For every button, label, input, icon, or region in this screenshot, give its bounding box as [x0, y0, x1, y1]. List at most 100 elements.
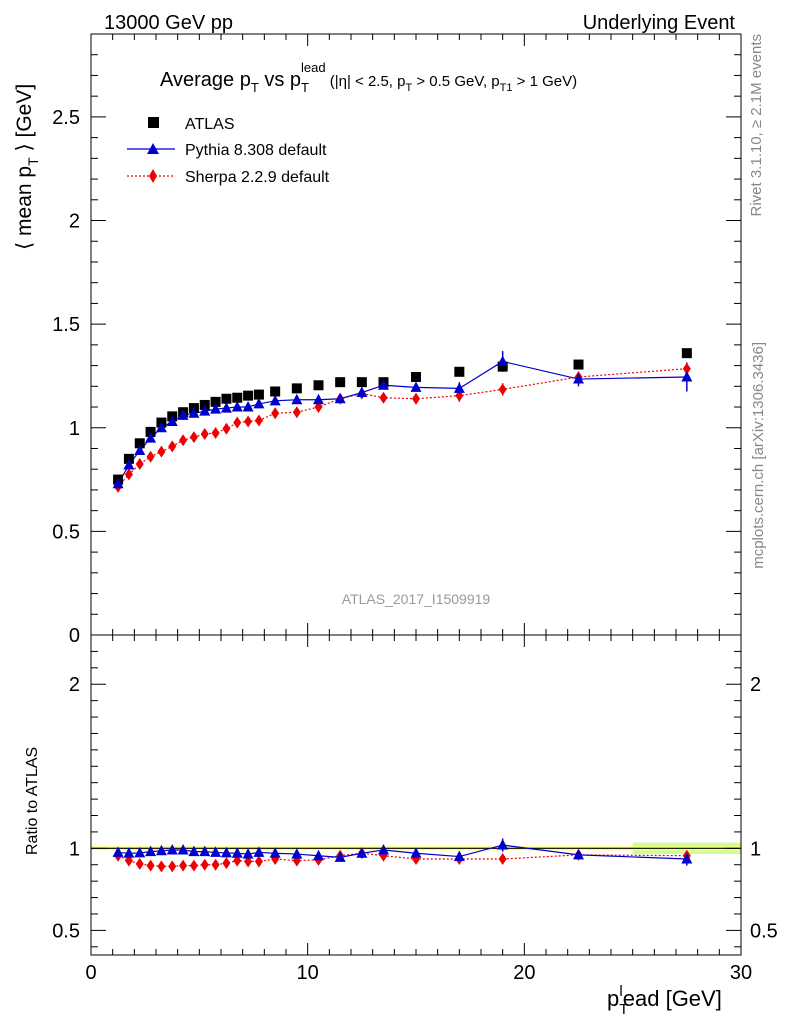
- x-tick-label: 10: [297, 962, 319, 984]
- sherpa-point: [222, 422, 231, 435]
- ratio-pythia-point: [334, 851, 346, 862]
- pythia-point: [334, 392, 346, 404]
- ratio-pythia-point: [188, 845, 200, 857]
- pythia-point: [573, 373, 584, 384]
- mcplots-info: mcplots.cern.ch [arXiv:1306.3436]: [750, 342, 767, 569]
- ratio-pythia-point: [177, 843, 189, 855]
- atlas-point: [221, 393, 232, 404]
- sherpa-point: [200, 427, 209, 440]
- x-axis-label: pTlead [GeV]: [607, 983, 722, 1018]
- ratio-y-tick-label: 0.5: [52, 920, 80, 942]
- sherpa-point: [379, 391, 388, 404]
- y-tick-label: 0.5: [52, 521, 80, 543]
- x-tick-label: 20: [513, 962, 535, 984]
- ratio-panel-frame: [90, 634, 742, 956]
- ratio-pythia-point: [242, 848, 254, 859]
- ratio-pythia-point: [199, 845, 211, 857]
- pythia-point: [220, 402, 232, 413]
- ratio-sherpa-point: [168, 860, 177, 873]
- ratio-pythia-point: [231, 847, 243, 858]
- atlas-point: [243, 390, 254, 401]
- legend-pythia-label: Pythia 8.308 default: [185, 142, 327, 159]
- ratio-pythia-point: [220, 846, 232, 858]
- ratio-y-tick-label-right: 0.5: [750, 920, 778, 942]
- sherpa-point: [254, 414, 263, 427]
- legend-atlas-label: ATLAS: [185, 116, 235, 133]
- pythia-point: [166, 415, 178, 427]
- sherpa-point: [233, 416, 242, 429]
- ratio-pythia-point: [112, 846, 124, 857]
- pythia-point: [155, 421, 167, 433]
- ratio-sherpa-point: [146, 859, 155, 872]
- header-right: Underlying Event: [583, 12, 736, 34]
- pythia-point: [112, 477, 124, 489]
- ratio-pythia-point: [166, 843, 178, 855]
- y-axis-label: ⟨ mean pT ⟩ [GeV]: [13, 84, 41, 250]
- atlas-point: [454, 366, 465, 377]
- ratio-pythia-point: [681, 853, 693, 864]
- ratio-y-tick-label: 1: [69, 838, 80, 860]
- ratio-pythia-point: [378, 843, 389, 855]
- ratio-pythia-point: [291, 848, 303, 859]
- analysis-watermark: ATLAS_2017_I1509919: [342, 591, 491, 607]
- sherpa-point: [412, 392, 420, 405]
- ratio-sherpa-point: [189, 859, 198, 872]
- pythia-point: [242, 401, 254, 412]
- sherpa-point: [271, 407, 280, 420]
- pythia-point: [134, 444, 146, 456]
- ratio-sherpa-point: [211, 858, 220, 871]
- legend-sherpa-label: Sherpa 2.2.9 default: [185, 169, 330, 186]
- ratio-sherpa-point: [498, 853, 507, 865]
- legend-pythia-marker: [147, 143, 159, 154]
- ratio-pythia-point: [155, 844, 167, 856]
- sherpa-point: [189, 431, 198, 444]
- atlas-point: [313, 380, 324, 391]
- sherpa-point: [168, 440, 177, 453]
- ratio-pythia-point: [497, 839, 509, 850]
- header-left: 13000 GeV pp: [104, 12, 233, 34]
- y-tick-label: 1: [69, 418, 80, 440]
- sherpa-point: [682, 362, 691, 375]
- pythia-point: [453, 382, 465, 393]
- sherpa-point: [292, 406, 301, 419]
- atlas-point: [681, 348, 692, 359]
- pythia-point: [313, 393, 324, 405]
- y-tick-label: 2: [69, 211, 80, 233]
- ratio-pythia-point: [210, 846, 222, 857]
- atlas-point: [291, 383, 302, 394]
- atlas-point: [199, 399, 210, 410]
- ratio-pythia-point: [253, 846, 265, 857]
- atlas-point: [145, 426, 156, 437]
- pythia-line: [117, 360, 687, 485]
- ratio-sherpa-point: [135, 857, 144, 870]
- sherpa-point: [244, 415, 253, 428]
- pythia-point: [681, 370, 693, 382]
- y-tick-label: 1.5: [52, 314, 80, 336]
- ratio-sherpa-point: [254, 855, 263, 868]
- sherpa-point: [157, 445, 166, 458]
- ratio-y-tick-label-right: 2: [750, 674, 761, 696]
- ratio-pythia-point: [410, 847, 422, 858]
- y-tick-label: 0: [69, 625, 80, 647]
- pythia-point: [123, 459, 135, 470]
- legend-sherpa-marker: [149, 169, 157, 183]
- ratio-sherpa-point: [200, 858, 209, 871]
- atlas-point: [134, 438, 145, 449]
- plot-layer: 0 10 20 3000.511.522.50.5 0.51 12 2: [52, 33, 778, 984]
- pythia-point: [497, 355, 509, 366]
- pythia-point: [410, 381, 422, 392]
- ratio-pythia-point: [313, 849, 324, 861]
- atlas-point: [253, 389, 264, 400]
- pythia-point: [269, 394, 281, 406]
- x-tick-label: 30: [730, 962, 752, 984]
- atlas-point: [573, 359, 584, 370]
- rivet-info: Rivet 3.1.10, ≥ 2.1M events: [748, 34, 765, 217]
- pythia-point: [199, 405, 211, 416]
- ratio-sherpa-point: [157, 860, 166, 873]
- atlas-point: [356, 377, 367, 388]
- sherpa-point: [135, 458, 144, 471]
- pythia-point: [291, 393, 303, 405]
- ratio-pythia-point: [573, 848, 584, 860]
- ratio-sherpa-point: [222, 857, 231, 870]
- pythia-point: [145, 432, 157, 443]
